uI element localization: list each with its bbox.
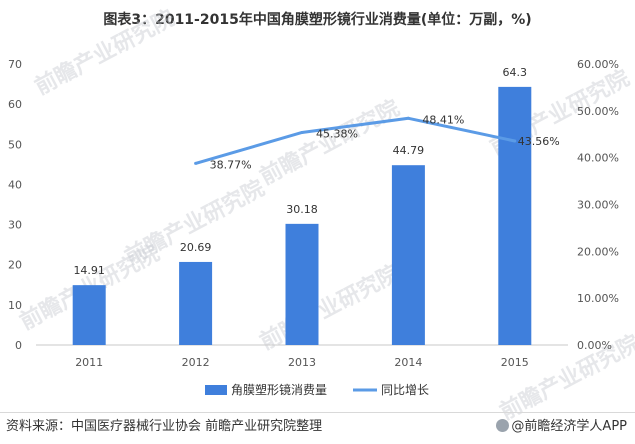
growth-point: [513, 139, 517, 143]
line-series: [194, 116, 517, 165]
footer-divider: [0, 412, 635, 413]
x-axis-tick-label: 2015: [501, 356, 529, 369]
left-axis-tick-label: 70: [8, 58, 22, 71]
growth-value-label: 43.56%: [518, 135, 560, 148]
bar-value-label: 44.79: [393, 144, 425, 157]
right-axis-tick-label: 30.00%: [577, 199, 619, 212]
left-axis-tick-label: 20: [8, 259, 22, 272]
watermark-text: 前瞻产业研究院: [256, 95, 404, 190]
legend-line-label: 同比增长: [381, 383, 429, 397]
watermark-text: 前瞻产业研究院: [121, 175, 269, 270]
left-axis-tick-label: 10: [8, 299, 22, 312]
left-axis-tick-label: 60: [8, 98, 22, 111]
x-axis-tick-label: 2013: [288, 356, 316, 369]
watermark-text: 前瞻产业研究院: [256, 260, 404, 355]
bar-value-label: 30.18: [286, 203, 318, 216]
bar: [72, 285, 106, 345]
right-axis-tick-label: 50.00%: [577, 105, 619, 118]
growth-value-label: 45.38%: [316, 127, 358, 140]
footer-brand-text: @前瞻经济学人APP: [511, 419, 627, 434]
watermark-text: 前瞻产业研究院: [31, 5, 179, 100]
bar-value-label: 14.91: [73, 264, 105, 277]
bar-value-label: 20.69: [180, 241, 212, 254]
right-axis-tick-label: 60.00%: [577, 58, 619, 71]
x-axis-tick-label: 2011: [75, 356, 103, 369]
legend-bar-label: 角膜塑形镜消费量: [231, 382, 327, 397]
x-axis-tick-label: 2014: [394, 356, 422, 369]
legend-bar-swatch: [205, 385, 227, 395]
left-axis-tick-label: 50: [8, 138, 22, 151]
growth-point: [300, 130, 304, 134]
bar: [285, 223, 319, 345]
x-axis-tick-label: 2012: [182, 356, 210, 369]
bar: [498, 86, 532, 345]
right-axis-tick-label: 0.00%: [577, 339, 612, 352]
left-axis-tick-label: 40: [8, 178, 22, 191]
right-axis-tick-label: 40.00%: [577, 152, 619, 165]
growth-value-label: 38.77%: [210, 158, 252, 171]
right-axis-tick-label: 10.00%: [577, 292, 619, 305]
right-axis-tick-label: 20.00%: [577, 245, 619, 258]
growth-value-label: 48.41%: [422, 113, 464, 126]
legend: 角膜塑形镜消费量 同比增长: [205, 382, 429, 397]
bar-value-label: 64.3: [503, 66, 528, 79]
bar-series: [72, 86, 532, 345]
growth-point: [406, 116, 410, 120]
left-axis-tick-label: 30: [8, 219, 22, 232]
footer-source: 资料来源：中国医疗器械行业协会 前瞻产业研究院整理: [6, 419, 323, 434]
page-title: 图表3：2011-2015年中国角膜塑形镜行业消费量(单位：万副，%): [103, 12, 532, 28]
left-axis-tick-label: 0: [15, 339, 22, 352]
bar: [179, 261, 213, 345]
growth-point: [194, 161, 198, 165]
growth-line: [195, 116, 516, 165]
bar: [391, 165, 425, 345]
brand-logo-icon: [496, 419, 510, 432]
data-labels: 14.91 20.69 30.18 44.79 64.3 38.77% 45.38% 48.4…: [73, 66, 559, 277]
footer-brand: @前瞻经济学人APP: [496, 415, 627, 434]
